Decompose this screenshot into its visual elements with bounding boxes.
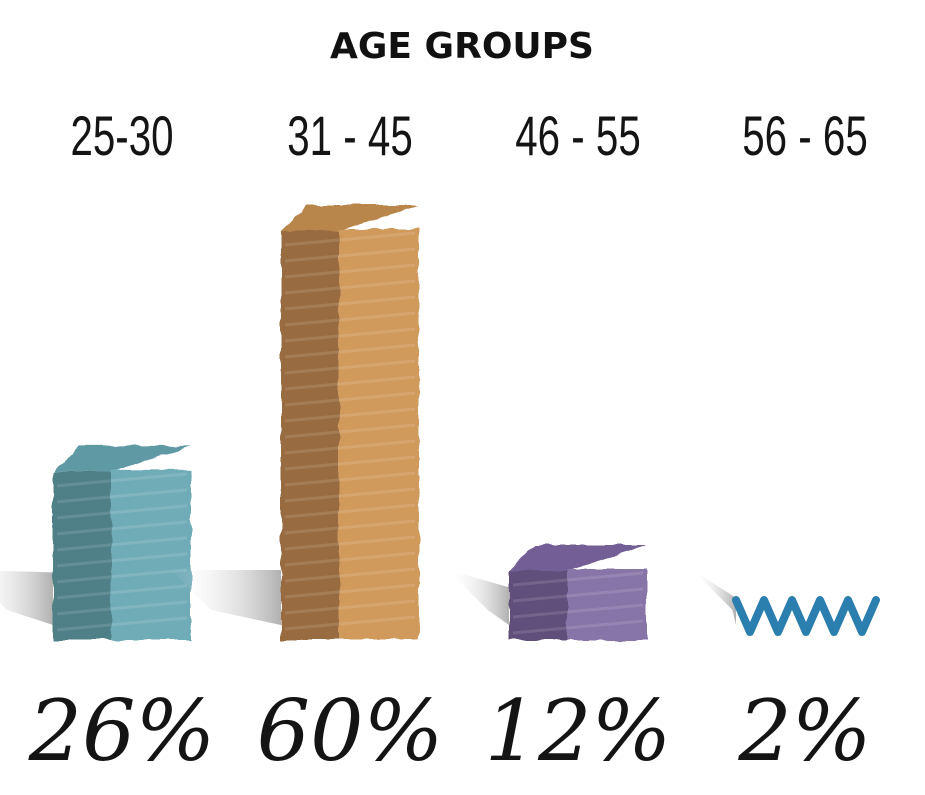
bar-shadow: [171, 570, 281, 625]
bar-top-face: [509, 545, 647, 571]
bar-side-face: [509, 571, 567, 640]
bar-side-face: [53, 471, 111, 640]
bar-shadow: [447, 570, 509, 625]
category-label: 31 - 45: [287, 106, 412, 168]
bar-shadow: [0, 570, 53, 625]
bar-scribble: [732, 596, 880, 636]
bar-31-45: [171, 205, 419, 640]
bar-46-55: [447, 545, 647, 640]
bar-shadow: [692, 570, 736, 625]
bar-texture: [56, 472, 188, 632]
value-label: 2%: [737, 682, 871, 780]
chart-title: AGE GROUPS: [330, 26, 594, 67]
category-label: 46 - 55: [515, 106, 640, 168]
value-label: 60%: [257, 682, 444, 780]
bar-front-face: [111, 469, 191, 640]
bars: [0, 205, 880, 640]
value-labels: 26% 60% 12% 2%: [28, 682, 872, 780]
bar-56-65: [692, 570, 880, 636]
bar-texture: [512, 571, 644, 635]
category-label: 56 - 65: [742, 106, 867, 168]
category-labels: 25-30 31 - 45 46 - 55 56 - 65: [70, 106, 867, 168]
value-label: 26%: [28, 682, 216, 780]
bar-top-face: [53, 445, 191, 472]
value-label: 12%: [485, 682, 672, 780]
bar-texture: [284, 231, 416, 631]
bar-side-face: [281, 231, 339, 640]
bar-top-face: [281, 205, 419, 231]
bar-front-face: [339, 229, 419, 640]
bar-front-face: [567, 569, 647, 640]
category-label: 25-30: [70, 106, 173, 168]
bar-25-30: [0, 445, 191, 640]
